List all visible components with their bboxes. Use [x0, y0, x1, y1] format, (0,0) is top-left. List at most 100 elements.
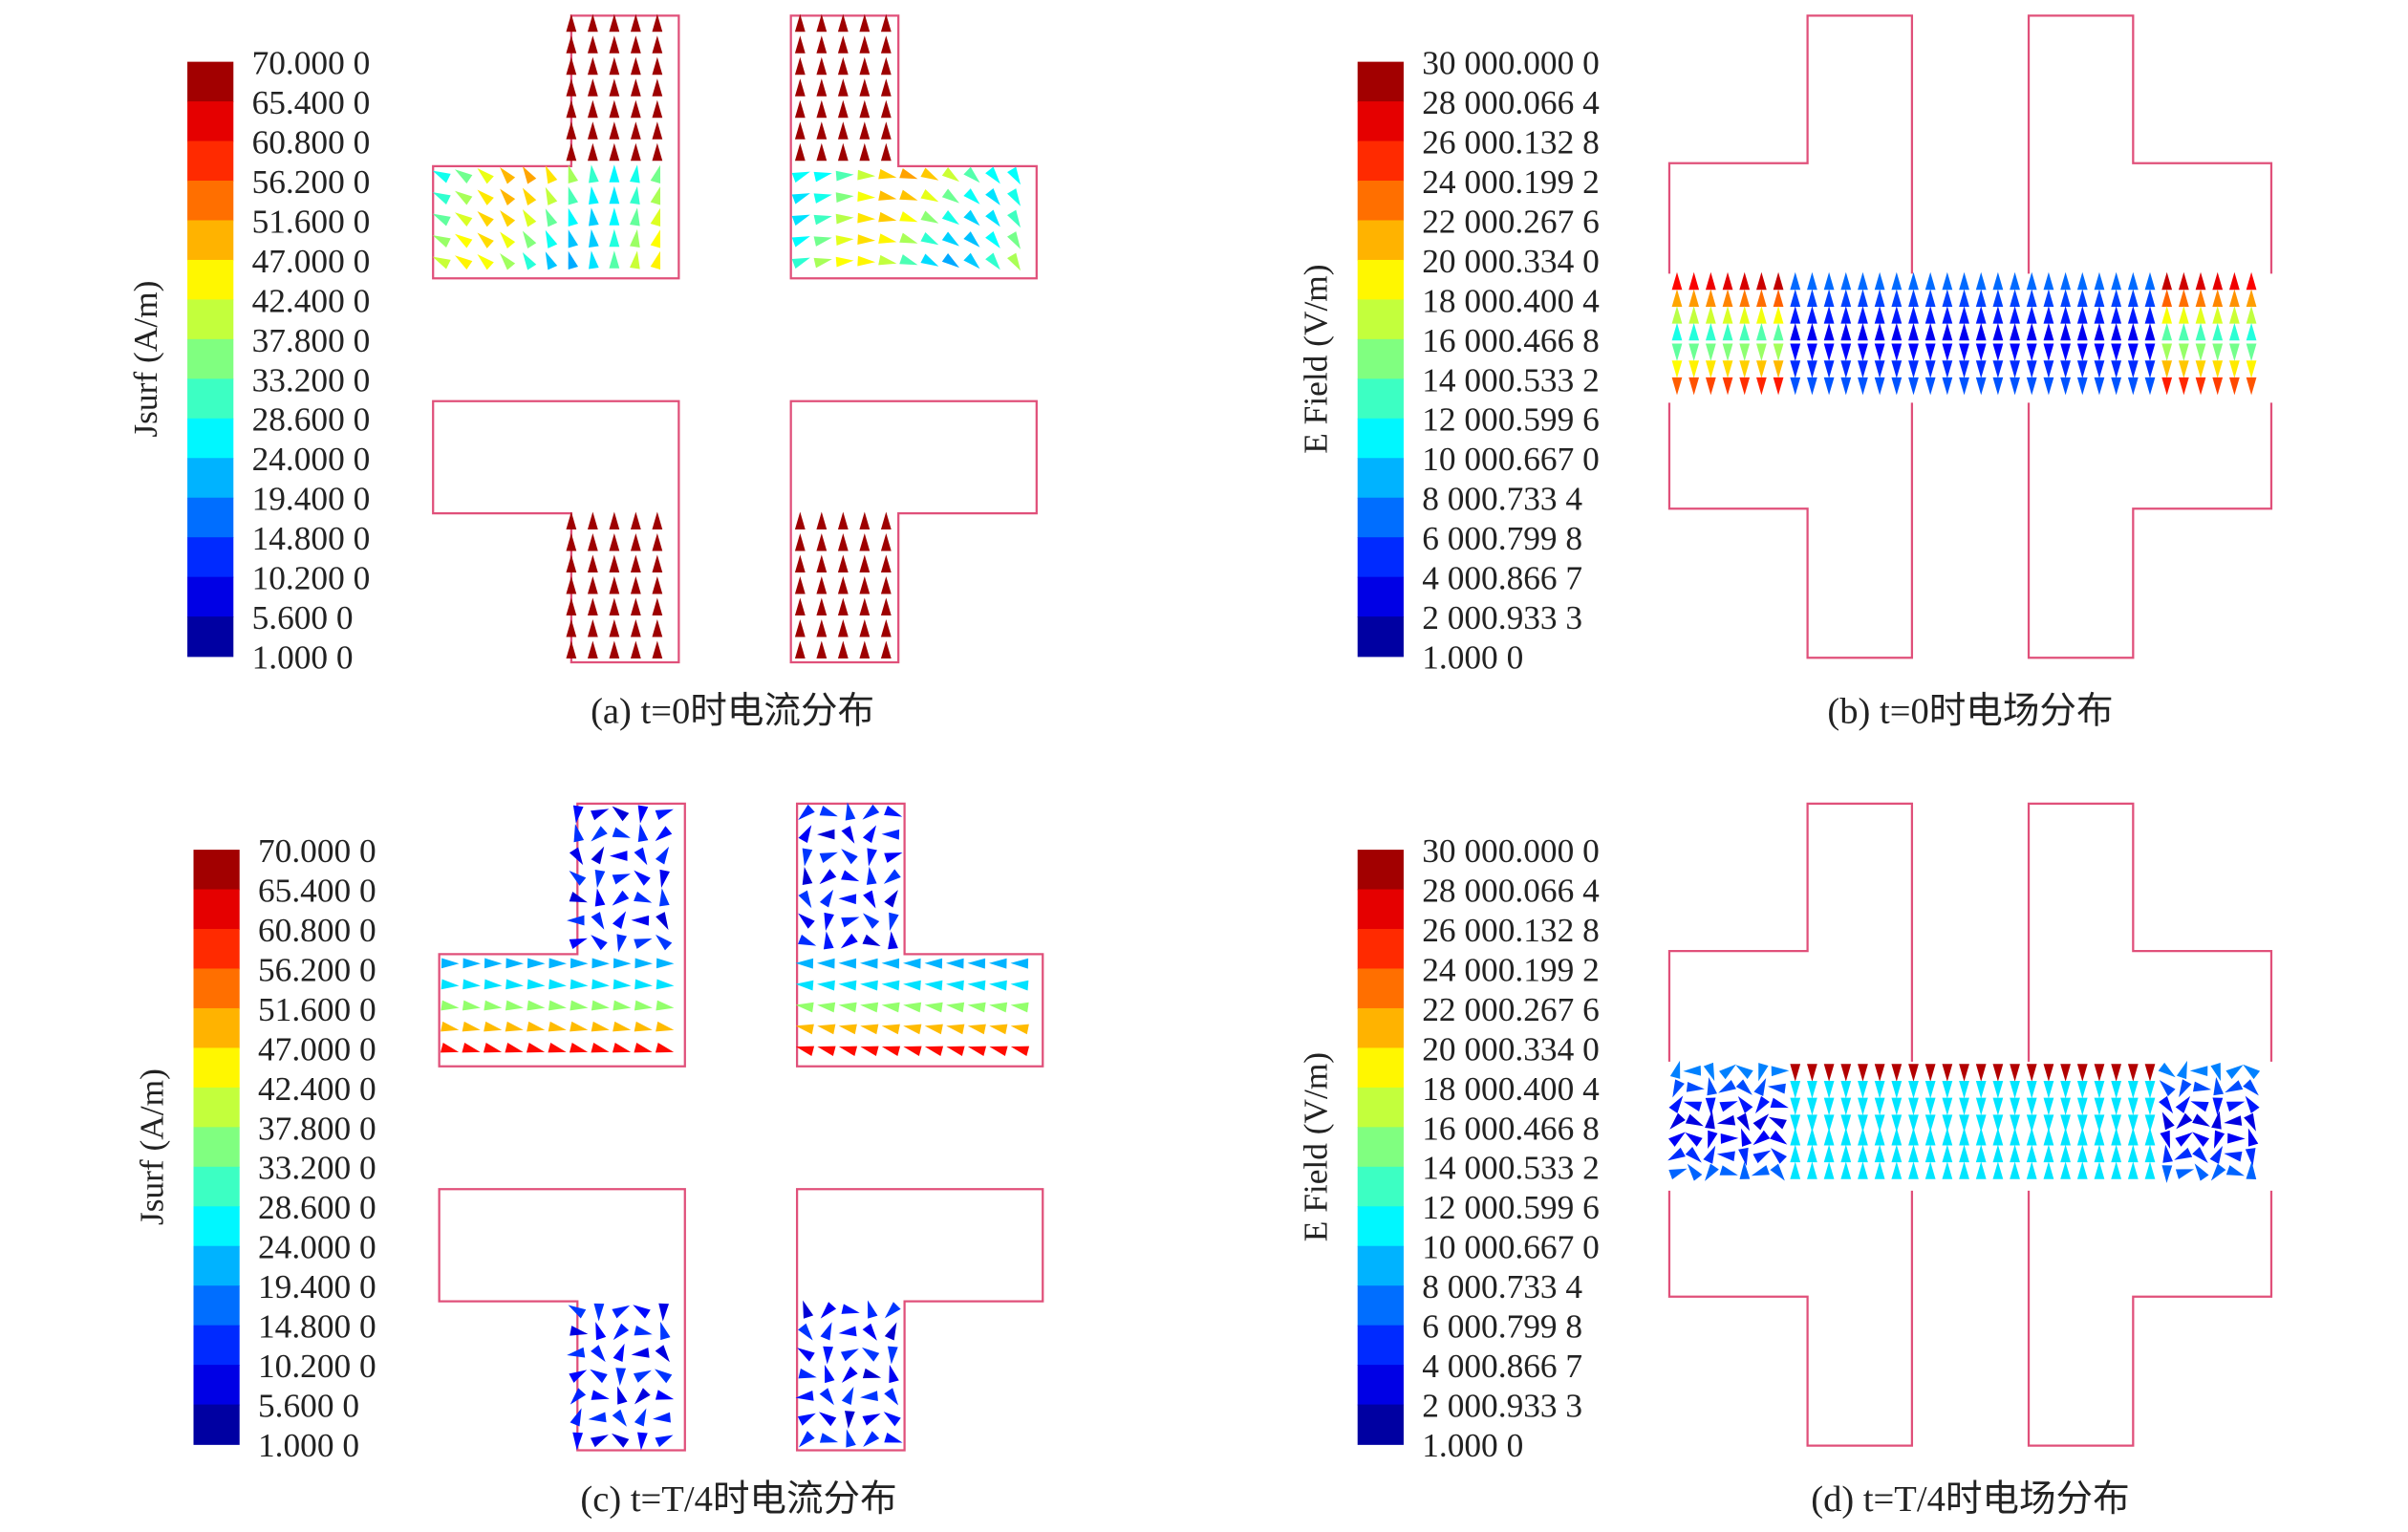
- field-arrow: [1924, 289, 1936, 307]
- field-arrow: [1959, 1080, 1969, 1099]
- field-arrow: [1807, 1080, 1817, 1099]
- field-arrow: [2111, 271, 2122, 291]
- field-arrow: [2043, 1144, 2054, 1163]
- field-arrow: [652, 554, 663, 572]
- field-arrow: [650, 186, 661, 205]
- field-arrow: [2111, 306, 2122, 324]
- field-arrow: [566, 597, 577, 615]
- field-arrow: [859, 576, 871, 594]
- field-arrow: [837, 597, 849, 615]
- field-arrow: [1924, 1097, 1936, 1116]
- field-arrow: [813, 214, 832, 226]
- field-arrow: [1823, 306, 1835, 324]
- field-arrow: [2175, 1132, 2193, 1147]
- field-arrow: [2161, 289, 2173, 307]
- field-arrow: [637, 823, 649, 843]
- field-arrow: [477, 254, 494, 270]
- field-arrow: [1790, 271, 1801, 291]
- field-arrow: [567, 1347, 586, 1358]
- field-arrow: [2159, 1095, 2174, 1114]
- field-arrow: [1007, 231, 1021, 249]
- field-arrow: [1924, 360, 1936, 378]
- field-arrow: [2192, 1132, 2210, 1147]
- field-arrow: [1807, 1064, 1817, 1082]
- field-arrow: [2178, 360, 2189, 378]
- colorbar-segment: [193, 889, 240, 930]
- field-arrow: [2076, 360, 2088, 378]
- field-arrow: [816, 533, 828, 551]
- field-arrow: [2210, 1063, 2222, 1082]
- colorbar-segment: [1357, 101, 1404, 142]
- colorbar-label: 56.200 0: [252, 162, 371, 201]
- field-arrow: [630, 597, 641, 615]
- field-arrow: [1992, 271, 2004, 291]
- field-arrow: [566, 78, 577, 97]
- field-arrow: [860, 958, 878, 969]
- field-arrow: [545, 186, 558, 205]
- field-arrow: [841, 849, 858, 865]
- field-arrow: [2060, 1097, 2071, 1116]
- field-arrow: [1752, 1150, 1772, 1164]
- field-arrow: [634, 1408, 647, 1427]
- field-arrow: [2162, 1144, 2174, 1163]
- field-arrow: [803, 1300, 814, 1319]
- field-arrow: [1735, 1079, 1752, 1095]
- field-arrow: [2176, 1112, 2193, 1130]
- field-arrow: [880, 640, 892, 658]
- field-arrow: [2247, 1128, 2259, 1147]
- field-arrow: [1891, 1161, 1903, 1179]
- field-arrow: [1858, 322, 1868, 341]
- field-arrow: [2043, 1064, 2054, 1082]
- field-arrow: [791, 193, 810, 205]
- colorbar-segment: [193, 1047, 240, 1089]
- field-arrow: [2060, 343, 2071, 362]
- field-arrow: [2246, 1161, 2257, 1179]
- field-arrow: [2195, 271, 2206, 291]
- field-arrow: [1992, 1064, 2004, 1082]
- field-arrow: [1840, 1161, 1852, 1179]
- field-arrow: [2161, 1165, 2173, 1183]
- field-arrow: [1671, 271, 1683, 291]
- field-arrow: [2043, 1080, 2054, 1099]
- field-arrow: [1959, 1161, 1969, 1179]
- field-arrow: [1874, 306, 1885, 324]
- field-arrow: [1790, 306, 1801, 324]
- field-arrow: [920, 188, 939, 203]
- field-arrow: [889, 912, 899, 931]
- field-arrow: [1908, 1161, 1919, 1179]
- field-arrow: [2127, 377, 2139, 396]
- field-arrow: [967, 1046, 987, 1057]
- field-arrow: [527, 1000, 546, 1011]
- field-arrow: [609, 597, 620, 615]
- field-arrow: [462, 979, 481, 990]
- field-arrow: [2178, 306, 2189, 324]
- field-arrow: [791, 236, 810, 248]
- field-arrow: [652, 56, 663, 76]
- field-arrow: [794, 619, 806, 637]
- field-arrow: [794, 511, 806, 529]
- conductor-outline: [432, 399, 680, 664]
- colorbar-label: 14 000.533 2: [1422, 360, 1600, 399]
- field-arrow: [1858, 1161, 1868, 1179]
- field-arrow: [816, 597, 828, 615]
- field-arrow: [884, 805, 903, 817]
- field-arrow: [1705, 271, 1716, 291]
- field-arrow: [1942, 1161, 1953, 1179]
- field-arrow: [794, 640, 806, 658]
- colorbar-segment: [1357, 1245, 1404, 1286]
- field-arrow: [1010, 1046, 1030, 1057]
- field-arrow: [1908, 1097, 1919, 1116]
- field-arrow: [587, 78, 598, 97]
- field-arrow: [1739, 306, 1751, 324]
- field-arrow: [630, 640, 641, 658]
- field-arrow: [2144, 343, 2156, 362]
- field-arrow: [862, 934, 881, 946]
- field-arrow: [1688, 360, 1700, 378]
- field-arrow: [838, 980, 857, 991]
- field-arrow: [570, 1000, 589, 1011]
- field-arrow: [1858, 289, 1868, 307]
- field-arrow: [2144, 1080, 2156, 1099]
- field-arrow: [2229, 306, 2240, 324]
- conductor-outline: [1667, 402, 1914, 659]
- field-arrow: [1823, 1064, 1835, 1082]
